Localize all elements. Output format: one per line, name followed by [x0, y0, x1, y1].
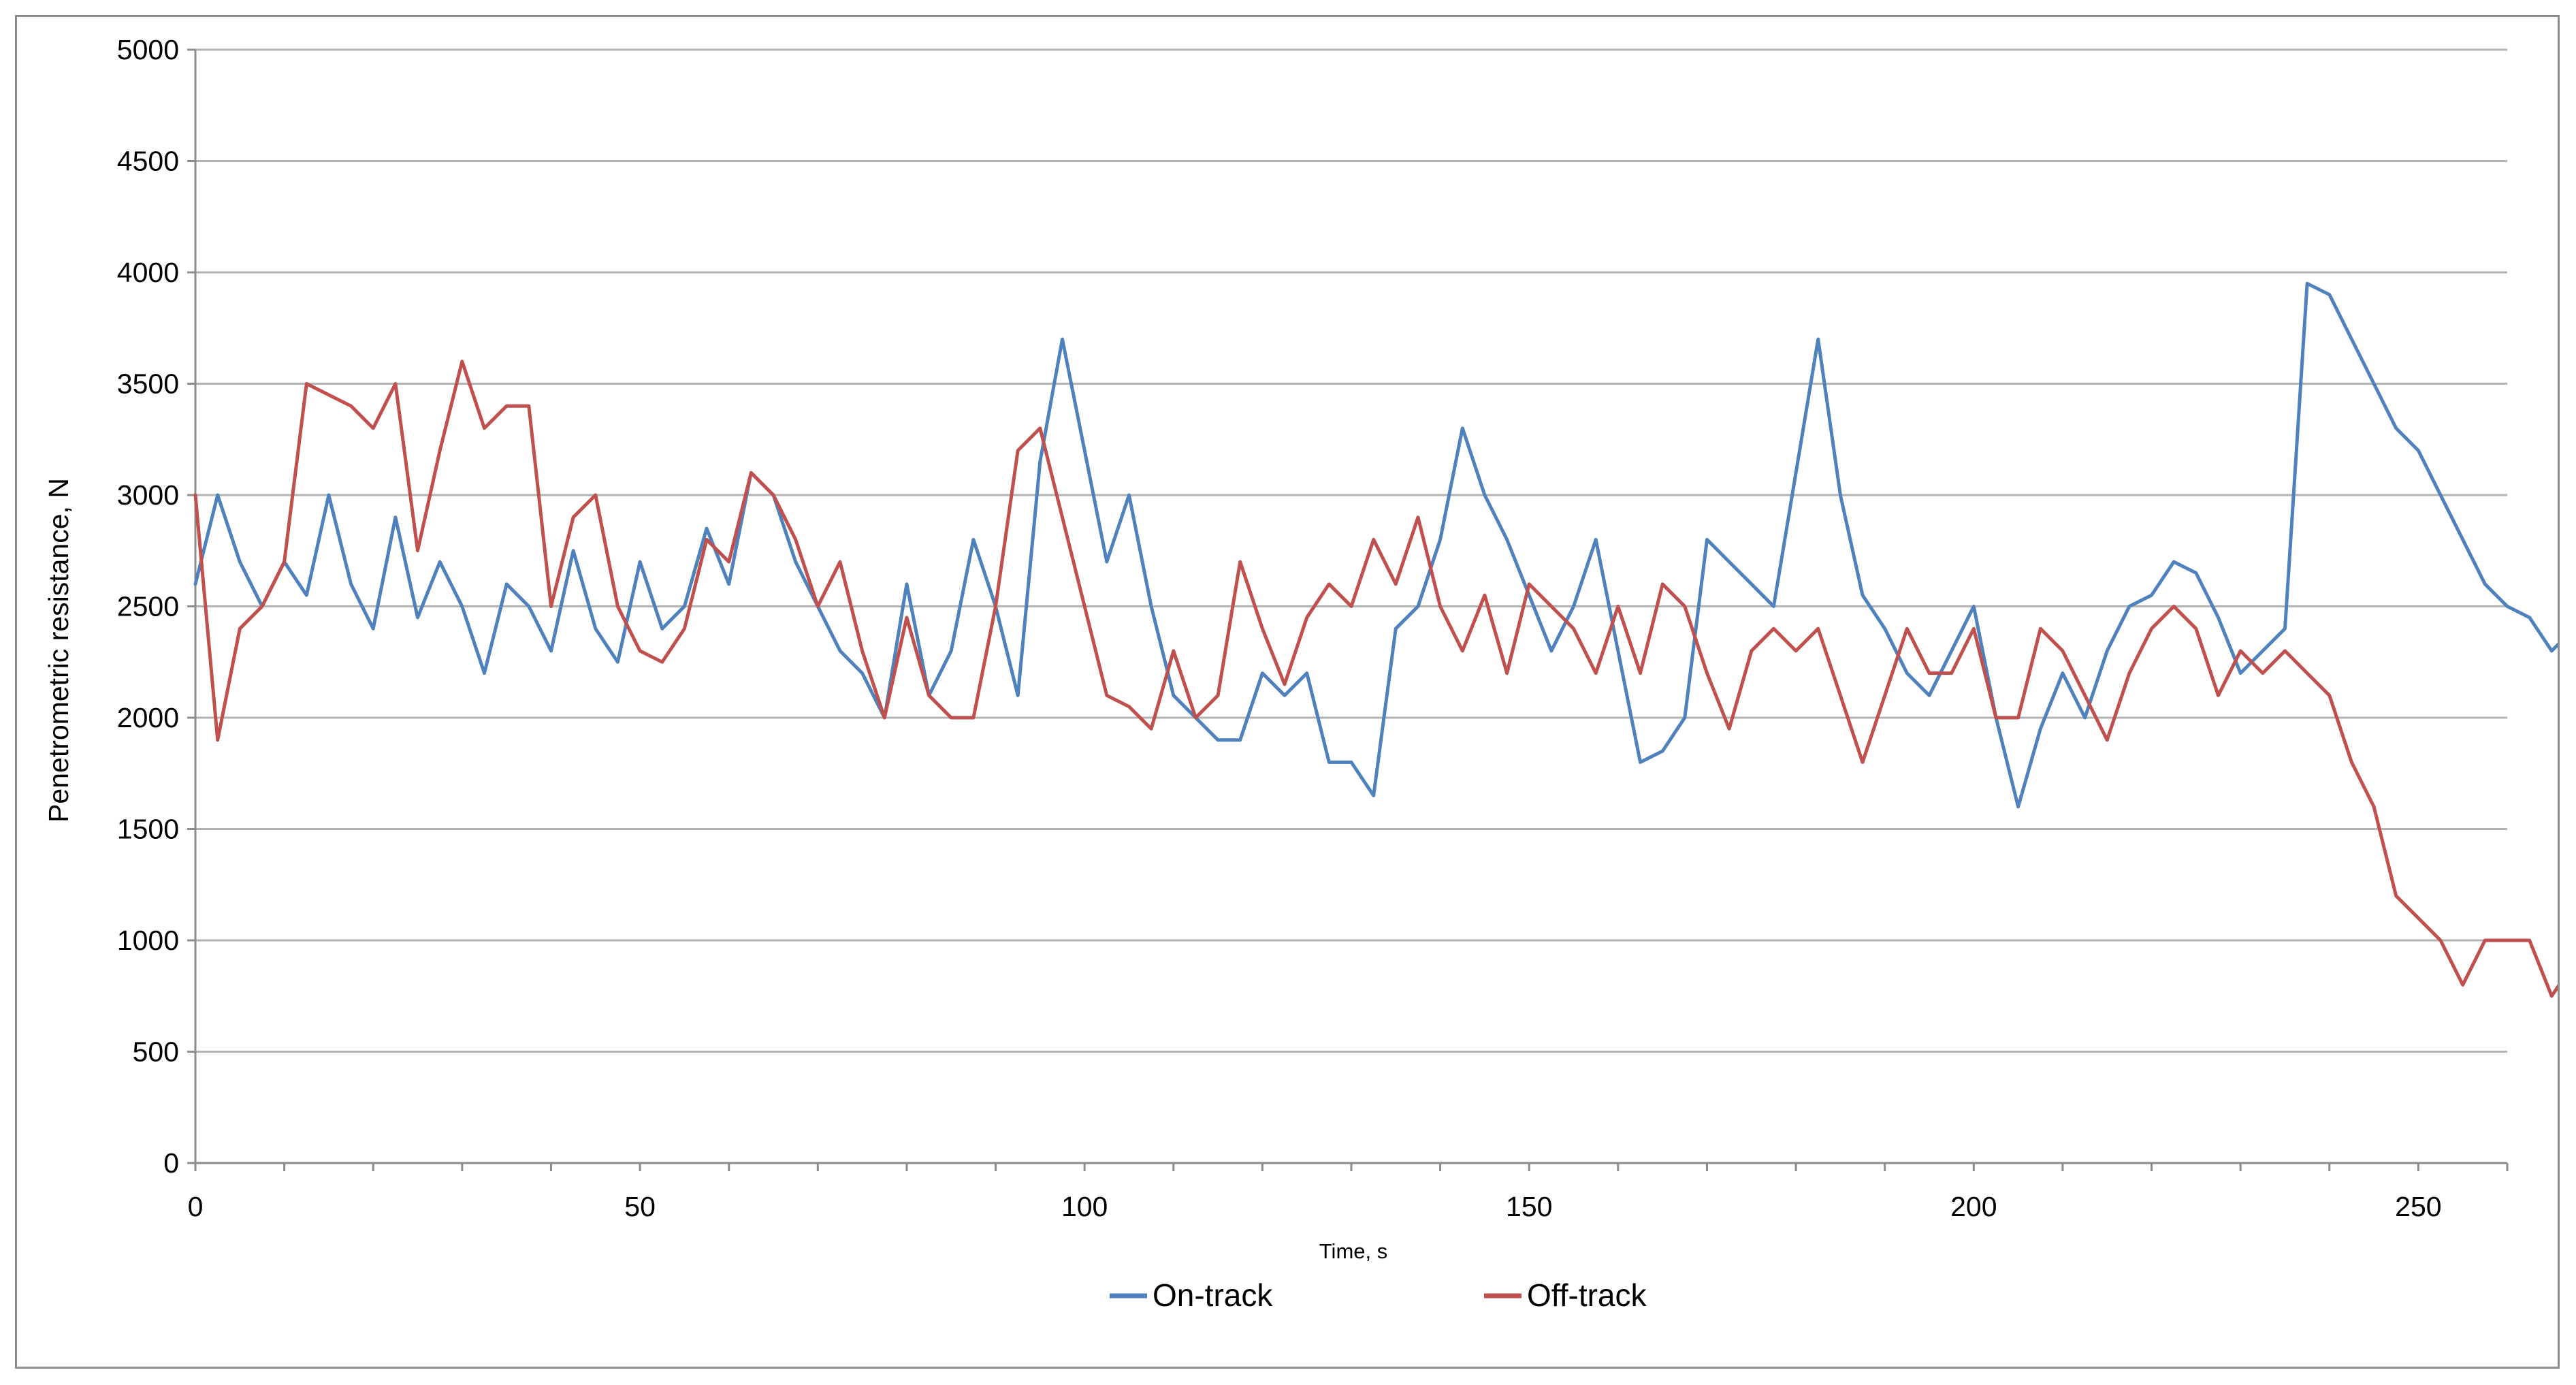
series-layer: [193, 281, 2558, 998]
y-tick-label-1000: 1000: [117, 925, 179, 956]
chart-frame: 0 500 1000 1500 2000 2500 3000 3500 4000 4500 5000…: [15, 15, 2560, 1369]
y-tick-label-3500: 3500: [117, 368, 179, 400]
grid-layer: [195, 48, 2507, 1053]
legend: On-track Off-track: [1110, 1277, 1647, 1313]
y-tick-label-500: 500: [133, 1036, 179, 1068]
x-tick-label-200: 200: [1950, 1191, 1997, 1222]
x-tick-label-50: 50: [624, 1191, 656, 1222]
y-tick-label-4500: 4500: [117, 146, 179, 177]
legend-label-off-track: Off-track: [1527, 1277, 1647, 1313]
x-tick-label-100: 100: [1061, 1191, 1108, 1222]
y-axis-title: Penetrometric resistance, N: [43, 478, 74, 823]
x-tick-label-150: 150: [1506, 1191, 1552, 1222]
x-tick-label-250: 250: [2395, 1191, 2441, 1222]
y-tick-label-5000: 5000: [117, 34, 179, 65]
x-tick-label-0: 0: [188, 1191, 204, 1222]
y-tick-label-2000: 2000: [117, 702, 179, 733]
axis-layer: 0500100015002000250030003500400045005000…: [117, 34, 2509, 1222]
y-tick-label-3000: 3000: [117, 479, 179, 511]
y-tick-label-1500: 1500: [117, 814, 179, 845]
chart-svg: 0500100015002000250030003500400045005000…: [43, 34, 2558, 1313]
y-tick-label-0: 0: [163, 1147, 179, 1179]
legend-label-on-track: On-track: [1153, 1277, 1273, 1313]
y-tick-label-4000: 4000: [117, 257, 179, 288]
series-line-off-track: [193, 360, 2558, 998]
series-line-on-track: [193, 281, 2558, 809]
y-tick-label-2500: 2500: [117, 591, 179, 622]
x-axis-title: Time, s: [1319, 1239, 1387, 1263]
